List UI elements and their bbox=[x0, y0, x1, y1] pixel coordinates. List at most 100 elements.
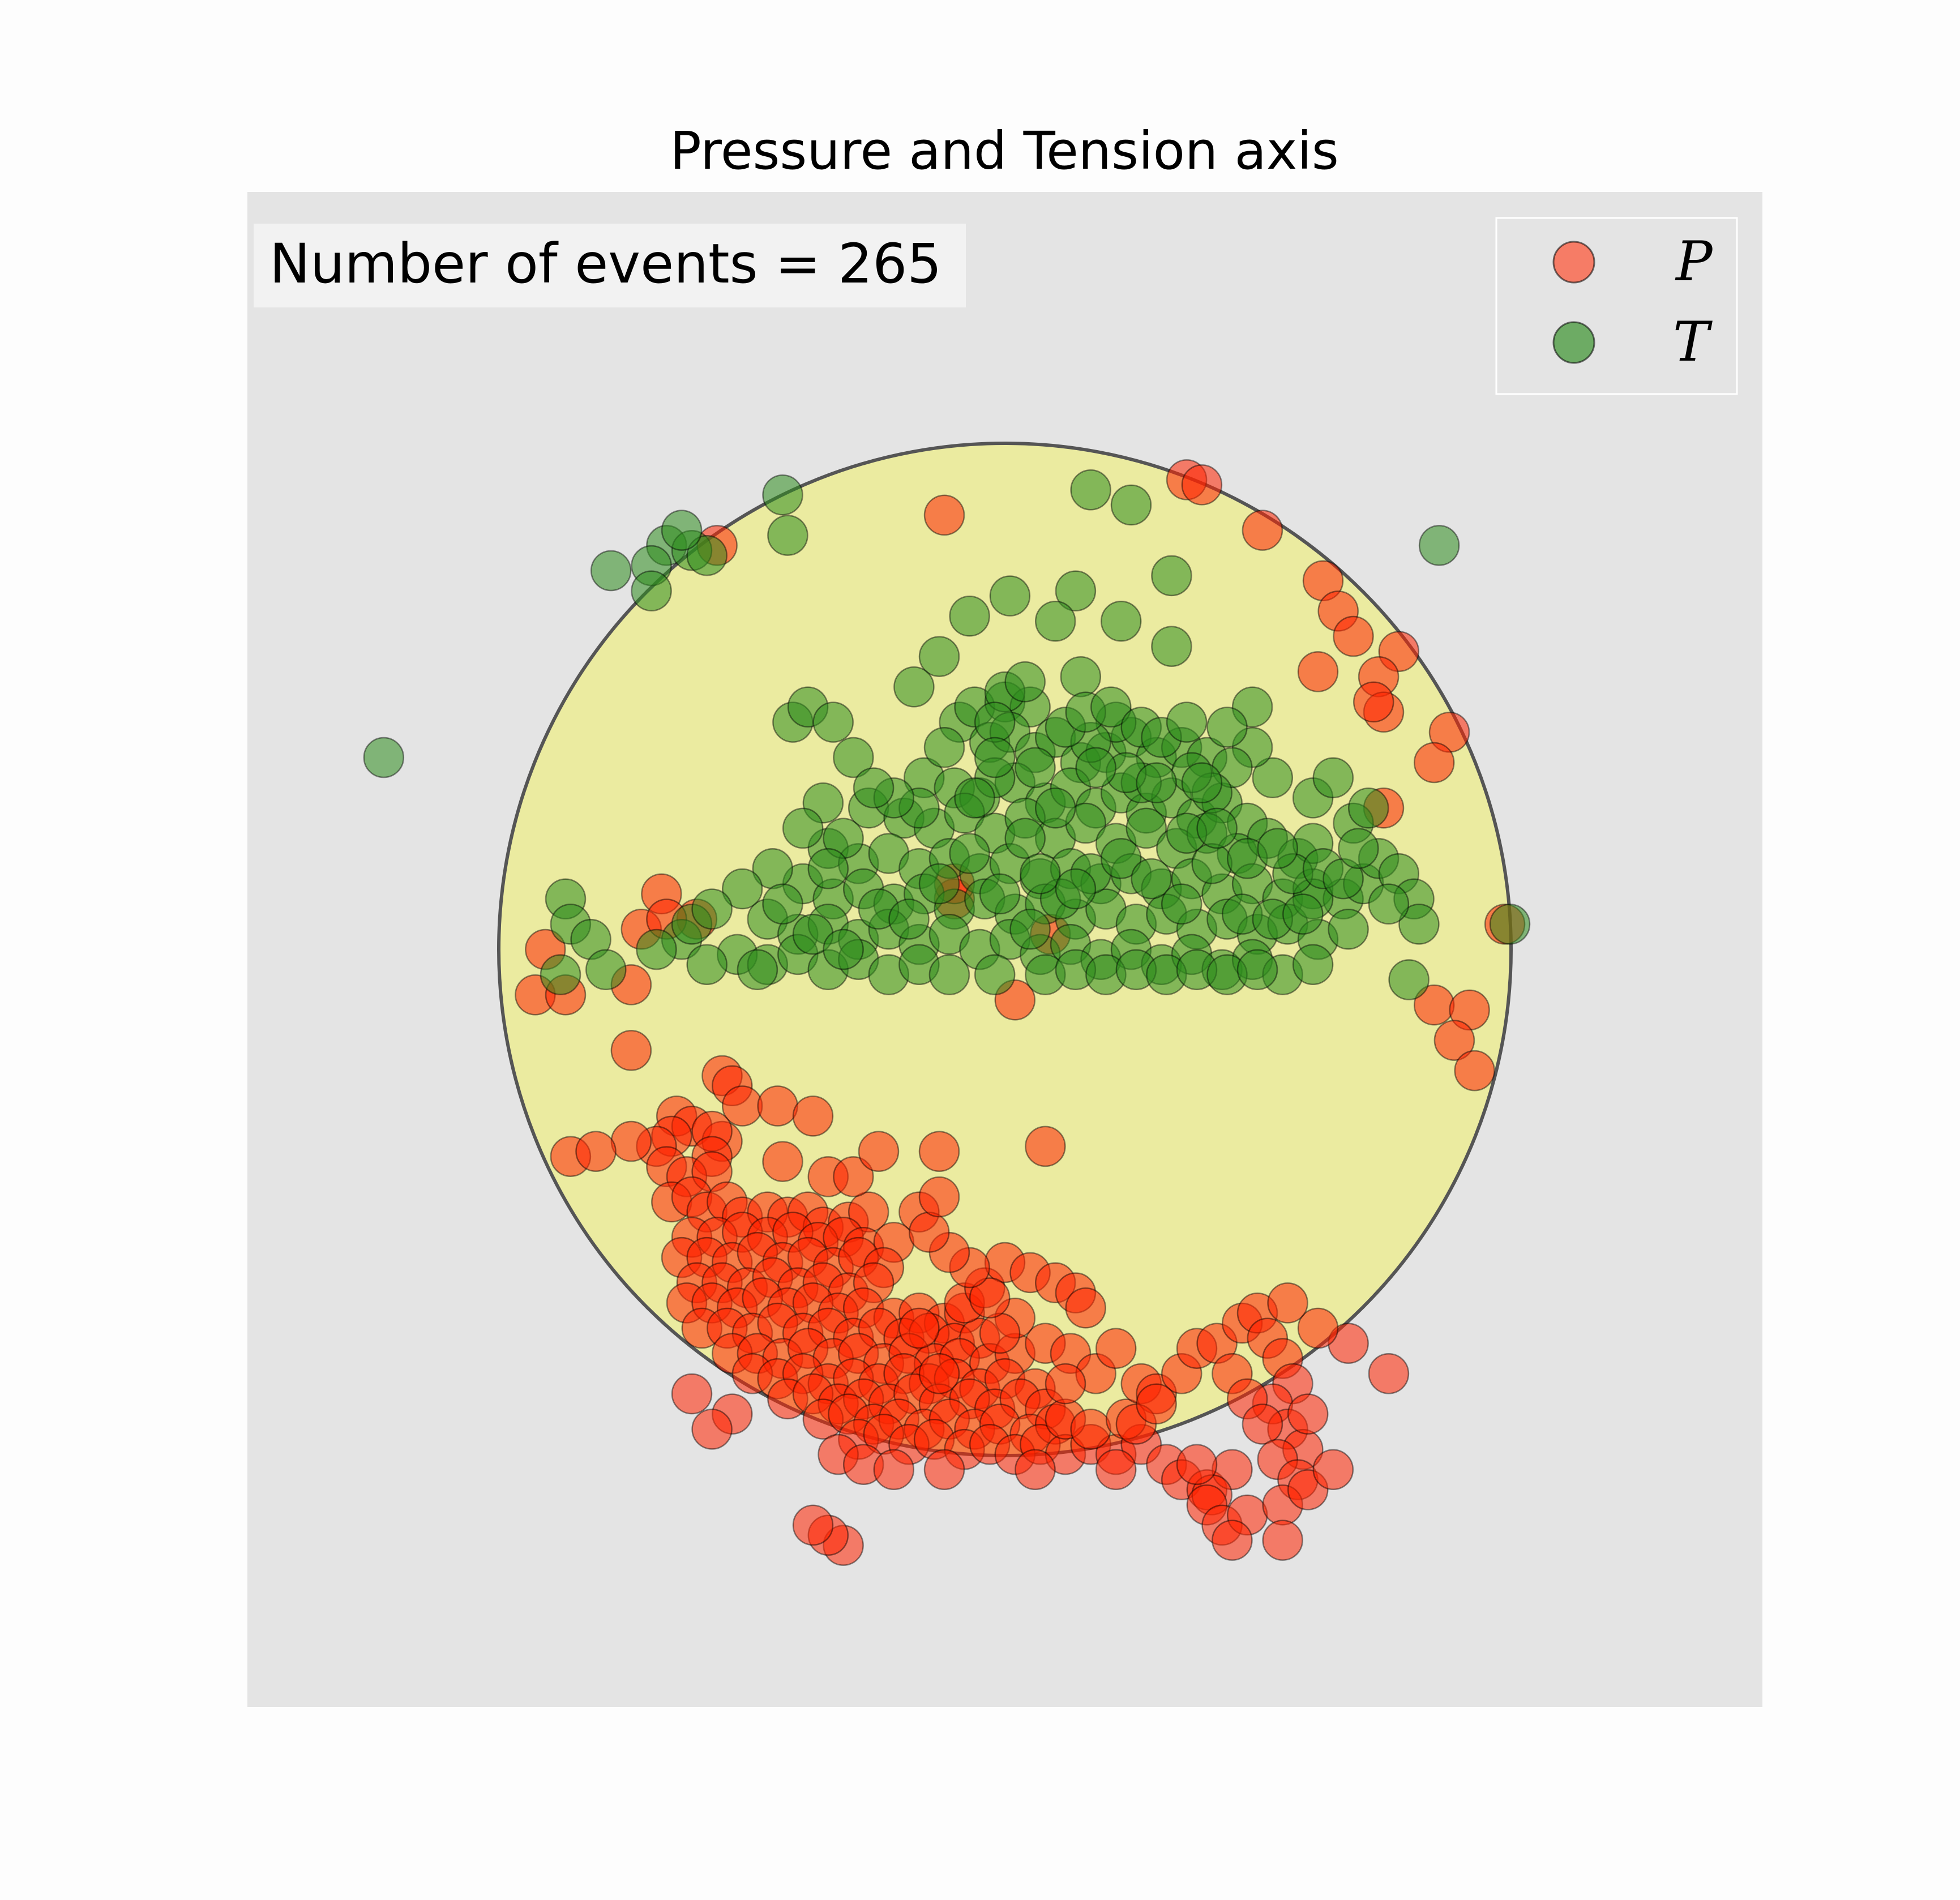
t-axis-point bbox=[1252, 757, 1294, 798]
legend-entry-t: T bbox=[1552, 310, 1713, 374]
p-axis-point bbox=[1242, 1403, 1283, 1445]
t-axis-point bbox=[1131, 858, 1172, 900]
p-axis-point bbox=[1065, 1287, 1106, 1329]
t-axis-point bbox=[833, 737, 874, 778]
p-axis-point bbox=[1095, 1449, 1137, 1491]
p-axis-point bbox=[1136, 1383, 1177, 1425]
t-axis-point bbox=[1312, 757, 1354, 798]
t-axis-point bbox=[661, 510, 703, 551]
p-axis-point bbox=[1312, 1449, 1354, 1491]
event-count-label: Number of events = 265 bbox=[269, 232, 942, 296]
t-axis-point bbox=[893, 666, 935, 708]
p-axis-series bbox=[515, 459, 1526, 1566]
t-axis-point bbox=[1236, 949, 1278, 990]
t-axis-point bbox=[1418, 525, 1460, 566]
p-axis-point bbox=[792, 1096, 834, 1137]
t-axis-point bbox=[1328, 909, 1369, 950]
p-axis-point bbox=[762, 1141, 803, 1182]
t-axis-point bbox=[1004, 661, 1046, 703]
t-axis-point bbox=[974, 737, 1016, 778]
p-axis-point bbox=[757, 1085, 798, 1127]
p-axis-point bbox=[1025, 1126, 1066, 1167]
p-axis-point bbox=[969, 1277, 1011, 1319]
chart-title: Pressure and Tension axis bbox=[670, 121, 1339, 181]
t-axis-point bbox=[1020, 853, 1061, 895]
t-axis-point bbox=[918, 863, 960, 905]
t-axis-point bbox=[636, 928, 677, 970]
t-axis-point bbox=[979, 873, 1021, 915]
t-axis-point bbox=[1125, 807, 1167, 849]
p-axis-point bbox=[792, 1504, 834, 1546]
t-axis-point bbox=[1489, 904, 1531, 945]
p-axis-point bbox=[1297, 1307, 1339, 1349]
p-axis-point bbox=[1267, 1282, 1308, 1324]
t-axis-point bbox=[949, 596, 990, 637]
t-axis-point bbox=[1368, 883, 1410, 925]
t-axis-point bbox=[1090, 686, 1132, 728]
t-axis-point bbox=[1181, 762, 1223, 803]
p-axis-point bbox=[1212, 1520, 1253, 1561]
p-axis-point bbox=[1433, 1020, 1475, 1061]
t-axis-point bbox=[1206, 707, 1248, 748]
p-axis-point bbox=[1045, 1363, 1086, 1405]
p-axis-point bbox=[1413, 742, 1455, 784]
t-axis-point bbox=[1100, 600, 1142, 642]
p-axis-point bbox=[1070, 1409, 1111, 1450]
t-axis-point bbox=[974, 954, 1016, 995]
t-axis-point bbox=[1009, 909, 1051, 950]
t-axis-point bbox=[1034, 787, 1076, 829]
p-axis-point bbox=[575, 1131, 617, 1172]
t-axis-point bbox=[1282, 893, 1324, 935]
p-axis-point bbox=[833, 1156, 874, 1197]
t-axis-point bbox=[686, 534, 727, 576]
t-axis-point bbox=[1196, 807, 1238, 849]
t-axis-point bbox=[1055, 570, 1097, 611]
legend-entry-p: P bbox=[1552, 230, 1713, 293]
p-axis-point bbox=[671, 1373, 713, 1415]
t-axis-point bbox=[1055, 868, 1097, 910]
legend-label-t: T bbox=[1673, 310, 1713, 374]
t-axis-point bbox=[823, 928, 864, 970]
p-axis-point bbox=[1368, 1353, 1410, 1394]
p-axis-point bbox=[908, 1212, 950, 1253]
t-axis-point bbox=[1075, 747, 1116, 789]
t-axis-point bbox=[918, 636, 960, 677]
p-axis-point bbox=[1095, 1328, 1137, 1369]
p-axis-point bbox=[918, 1176, 960, 1218]
p-axis-point bbox=[610, 1030, 652, 1071]
p-axis-point bbox=[1015, 1449, 1056, 1491]
t-axis-point bbox=[949, 833, 990, 874]
t-axis-point bbox=[1151, 555, 1192, 597]
p-axis-point bbox=[1297, 651, 1339, 692]
t-axis-point bbox=[363, 737, 405, 778]
p-axis-point bbox=[610, 1120, 652, 1162]
p-axis-point bbox=[1454, 1050, 1495, 1092]
t-axis-point bbox=[807, 848, 849, 889]
p-axis-point bbox=[1287, 1393, 1329, 1435]
t-axis-point bbox=[1166, 701, 1208, 743]
p-axis-point bbox=[691, 1409, 733, 1450]
t-axis-point bbox=[853, 767, 895, 808]
p-axis-point bbox=[1181, 464, 1223, 506]
p-axis-point bbox=[873, 1449, 915, 1491]
p-axis-point bbox=[1353, 681, 1394, 723]
legend-marker-p bbox=[1552, 241, 1595, 284]
t-axis-point bbox=[989, 575, 1031, 617]
t-axis-point bbox=[1292, 944, 1334, 986]
t-axis-point bbox=[540, 954, 581, 995]
t-axis-point bbox=[631, 570, 672, 611]
t-axis-point bbox=[1388, 959, 1430, 1000]
t-axis-point bbox=[737, 949, 778, 990]
t-axis-point bbox=[1100, 838, 1142, 879]
t-axis-series bbox=[363, 469, 1531, 1000]
t-axis-point bbox=[888, 898, 930, 940]
t-axis-point bbox=[767, 515, 808, 556]
t-axis-point bbox=[974, 701, 1016, 743]
t-axis-point bbox=[1347, 787, 1389, 829]
t-axis-point bbox=[1161, 883, 1202, 925]
t-axis-point bbox=[686, 944, 727, 986]
t-axis-point bbox=[954, 777, 995, 819]
legend-marker-t bbox=[1552, 321, 1595, 364]
t-axis-point bbox=[1398, 904, 1440, 945]
